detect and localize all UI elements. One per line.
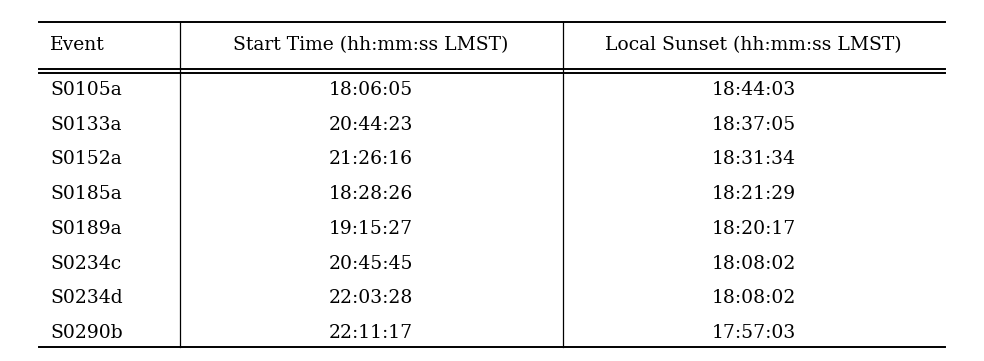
Text: S0185a: S0185a (50, 185, 122, 203)
Text: 18:44:03: 18:44:03 (711, 81, 796, 99)
Text: S0234c: S0234c (50, 255, 121, 273)
Text: 22:11:17: 22:11:17 (329, 324, 413, 342)
Text: 18:21:29: 18:21:29 (711, 185, 796, 203)
Text: Local Sunset (hh:mm:ss LMST): Local Sunset (hh:mm:ss LMST) (605, 36, 902, 54)
Text: 18:37:05: 18:37:05 (711, 116, 796, 134)
Text: Start Time (hh:mm:ss LMST): Start Time (hh:mm:ss LMST) (233, 36, 509, 54)
Text: S0234d: S0234d (50, 290, 123, 307)
Text: S0105a: S0105a (50, 81, 122, 99)
Text: 21:26:16: 21:26:16 (329, 151, 413, 169)
Text: 18:06:05: 18:06:05 (329, 81, 413, 99)
Text: 19:15:27: 19:15:27 (329, 220, 413, 238)
Text: S0189a: S0189a (50, 220, 122, 238)
Text: 18:28:26: 18:28:26 (329, 185, 413, 203)
Text: 20:44:23: 20:44:23 (329, 116, 413, 134)
Text: 17:57:03: 17:57:03 (711, 324, 796, 342)
Text: S0133a: S0133a (50, 116, 122, 134)
Text: 20:45:45: 20:45:45 (329, 255, 413, 273)
Text: Event: Event (50, 36, 105, 54)
Text: 22:03:28: 22:03:28 (329, 290, 413, 307)
Text: S0290b: S0290b (50, 324, 123, 342)
Text: S0152a: S0152a (50, 151, 122, 169)
Text: 18:08:02: 18:08:02 (711, 290, 796, 307)
Text: 18:20:17: 18:20:17 (711, 220, 796, 238)
Text: 18:08:02: 18:08:02 (711, 255, 796, 273)
Text: 18:31:34: 18:31:34 (711, 151, 796, 169)
